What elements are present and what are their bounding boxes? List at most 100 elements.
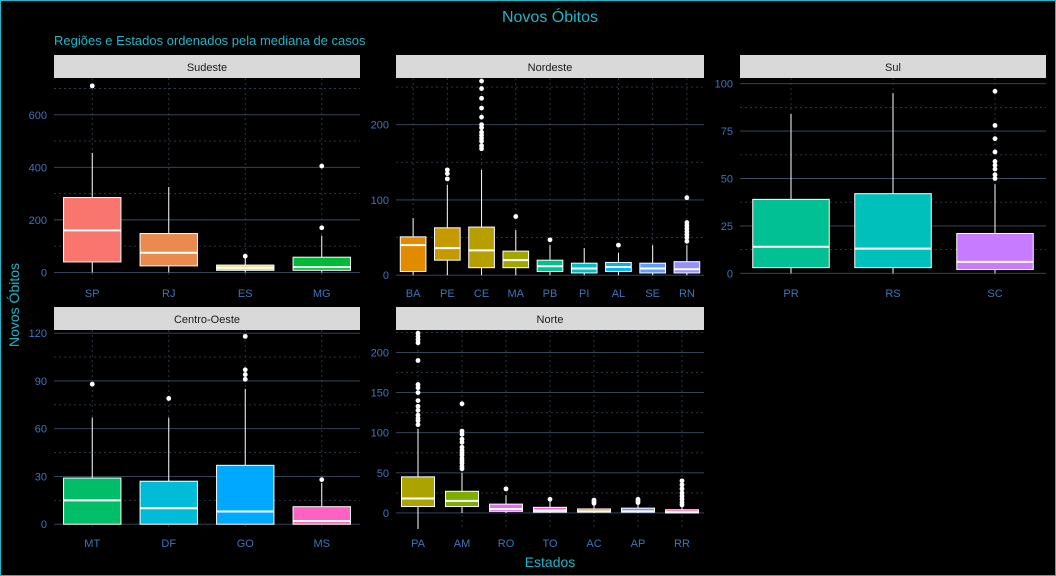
x-tick-label: PI xyxy=(579,288,589,300)
facet-sudeste: Sudeste 0 200 400 600 SP RJ ES MG xyxy=(29,55,360,300)
outlier-point xyxy=(444,167,450,173)
box-rj xyxy=(139,187,198,273)
outlier-point xyxy=(479,78,484,84)
facet-norte: Norte 0 50 100 150 200 PA AM RO TO AC AP RR xyxy=(371,307,704,550)
y-tick-label: 150 xyxy=(371,388,389,400)
facet-strip xyxy=(396,307,704,330)
box-ce xyxy=(468,78,495,276)
outlier-point xyxy=(992,166,998,172)
chart-subtitle: Regiões e Estados ordenados pela mediana… xyxy=(54,33,366,48)
box-rn xyxy=(673,195,701,276)
box-mt xyxy=(63,381,122,525)
x-tick-label: MS xyxy=(314,538,331,550)
outlier-point xyxy=(444,176,450,182)
y-tick-label: 60 xyxy=(35,424,47,436)
box-iqr xyxy=(139,233,198,267)
x-tick-label: RJ xyxy=(162,288,175,300)
y-tick-label: 0 xyxy=(41,519,47,531)
y-tick-label: 100 xyxy=(371,195,389,207)
outlier-point xyxy=(89,381,95,387)
outlier-point xyxy=(242,253,248,259)
box-iqr xyxy=(445,490,479,508)
facet-centro-oeste: Centro-Oeste 0 30 60 90 120 MT DF GO MS xyxy=(29,307,360,550)
outlier-point xyxy=(242,376,248,382)
outlier-point xyxy=(89,83,95,89)
x-tick-label: PR xyxy=(783,288,798,300)
facet-strip-label: Norte xyxy=(537,314,564,326)
outlier-point xyxy=(479,122,484,128)
outlier-point xyxy=(992,176,998,181)
y-tick-label: 200 xyxy=(29,215,47,227)
outlier-point xyxy=(415,390,421,395)
x-tick-label: SP xyxy=(85,288,100,300)
y-tick-label: 400 xyxy=(29,162,47,174)
x-axis-title: Estados xyxy=(525,554,576,570)
y-tick-label: 200 xyxy=(371,120,389,132)
x-tick-label: GO xyxy=(237,538,255,550)
x-tick-label: AC xyxy=(586,538,601,550)
y-axis-title: Novos Óbitos xyxy=(6,263,22,347)
box-iqr xyxy=(434,227,461,261)
box-iqr xyxy=(854,193,932,269)
y-tick-label: 100 xyxy=(371,428,389,440)
box-al xyxy=(605,242,632,276)
facet-strip xyxy=(396,55,704,78)
x-tick-label: RR xyxy=(674,538,690,550)
box-iqr xyxy=(399,236,427,272)
box-iqr xyxy=(468,226,495,269)
facet-nordeste: Nordeste 0 100 200 BA PE CE MA PB PI AL SE RN xyxy=(371,55,704,300)
x-tick-label: AP xyxy=(631,538,646,550)
box-ap xyxy=(621,496,655,513)
outlier-point xyxy=(684,238,690,244)
outlier-point xyxy=(992,172,998,178)
outlier-point xyxy=(479,105,484,111)
y-tick-label: 0 xyxy=(383,270,389,282)
box-pa xyxy=(401,330,435,529)
x-tick-label: ES xyxy=(238,288,253,300)
outlier-point xyxy=(479,143,484,149)
box-sp xyxy=(63,83,122,273)
box-iqr xyxy=(752,198,830,269)
outlier-point xyxy=(415,407,421,413)
x-tick-label: PA xyxy=(411,538,426,550)
box-ba xyxy=(399,218,427,276)
outlier-point xyxy=(591,497,597,503)
x-tick-label: SE xyxy=(645,288,660,300)
box-pr xyxy=(752,114,830,274)
outlier-point xyxy=(242,367,248,373)
outlier-point xyxy=(415,412,421,418)
box-iqr xyxy=(216,464,275,525)
outlier-point xyxy=(547,237,553,243)
outlier-point xyxy=(635,496,641,502)
x-tick-label: DF xyxy=(161,538,176,550)
x-tick-label: MG xyxy=(313,288,331,300)
outlier-point xyxy=(992,159,998,164)
x-tick-label: TO xyxy=(542,538,558,550)
facet-strip-label: Sudeste xyxy=(187,62,227,74)
box-iqr xyxy=(956,232,1034,271)
outlier-point xyxy=(479,95,484,101)
outlier-point xyxy=(684,195,690,201)
y-tick-label: 0 xyxy=(727,268,733,280)
box-se xyxy=(639,245,666,276)
x-tick-label: PE xyxy=(440,288,455,300)
x-tick-label: MA xyxy=(508,288,525,300)
outlier-point xyxy=(415,398,421,404)
outlier-point xyxy=(459,436,465,442)
box-iqr xyxy=(139,480,198,525)
box-pi xyxy=(570,248,598,276)
y-tick-label: 75 xyxy=(721,126,733,138)
outlier-point xyxy=(992,88,998,94)
outlier-point xyxy=(679,482,685,488)
y-tick-label: 50 xyxy=(721,174,733,186)
box-df xyxy=(139,396,198,525)
box-iqr xyxy=(401,476,435,508)
y-tick-label: 600 xyxy=(29,110,47,122)
x-tick-label: SC xyxy=(987,288,1002,300)
outlier-point xyxy=(319,477,325,483)
box-iqr xyxy=(673,261,701,274)
outlier-point xyxy=(415,358,421,363)
outlier-point xyxy=(242,333,248,339)
box-pe xyxy=(434,167,461,276)
